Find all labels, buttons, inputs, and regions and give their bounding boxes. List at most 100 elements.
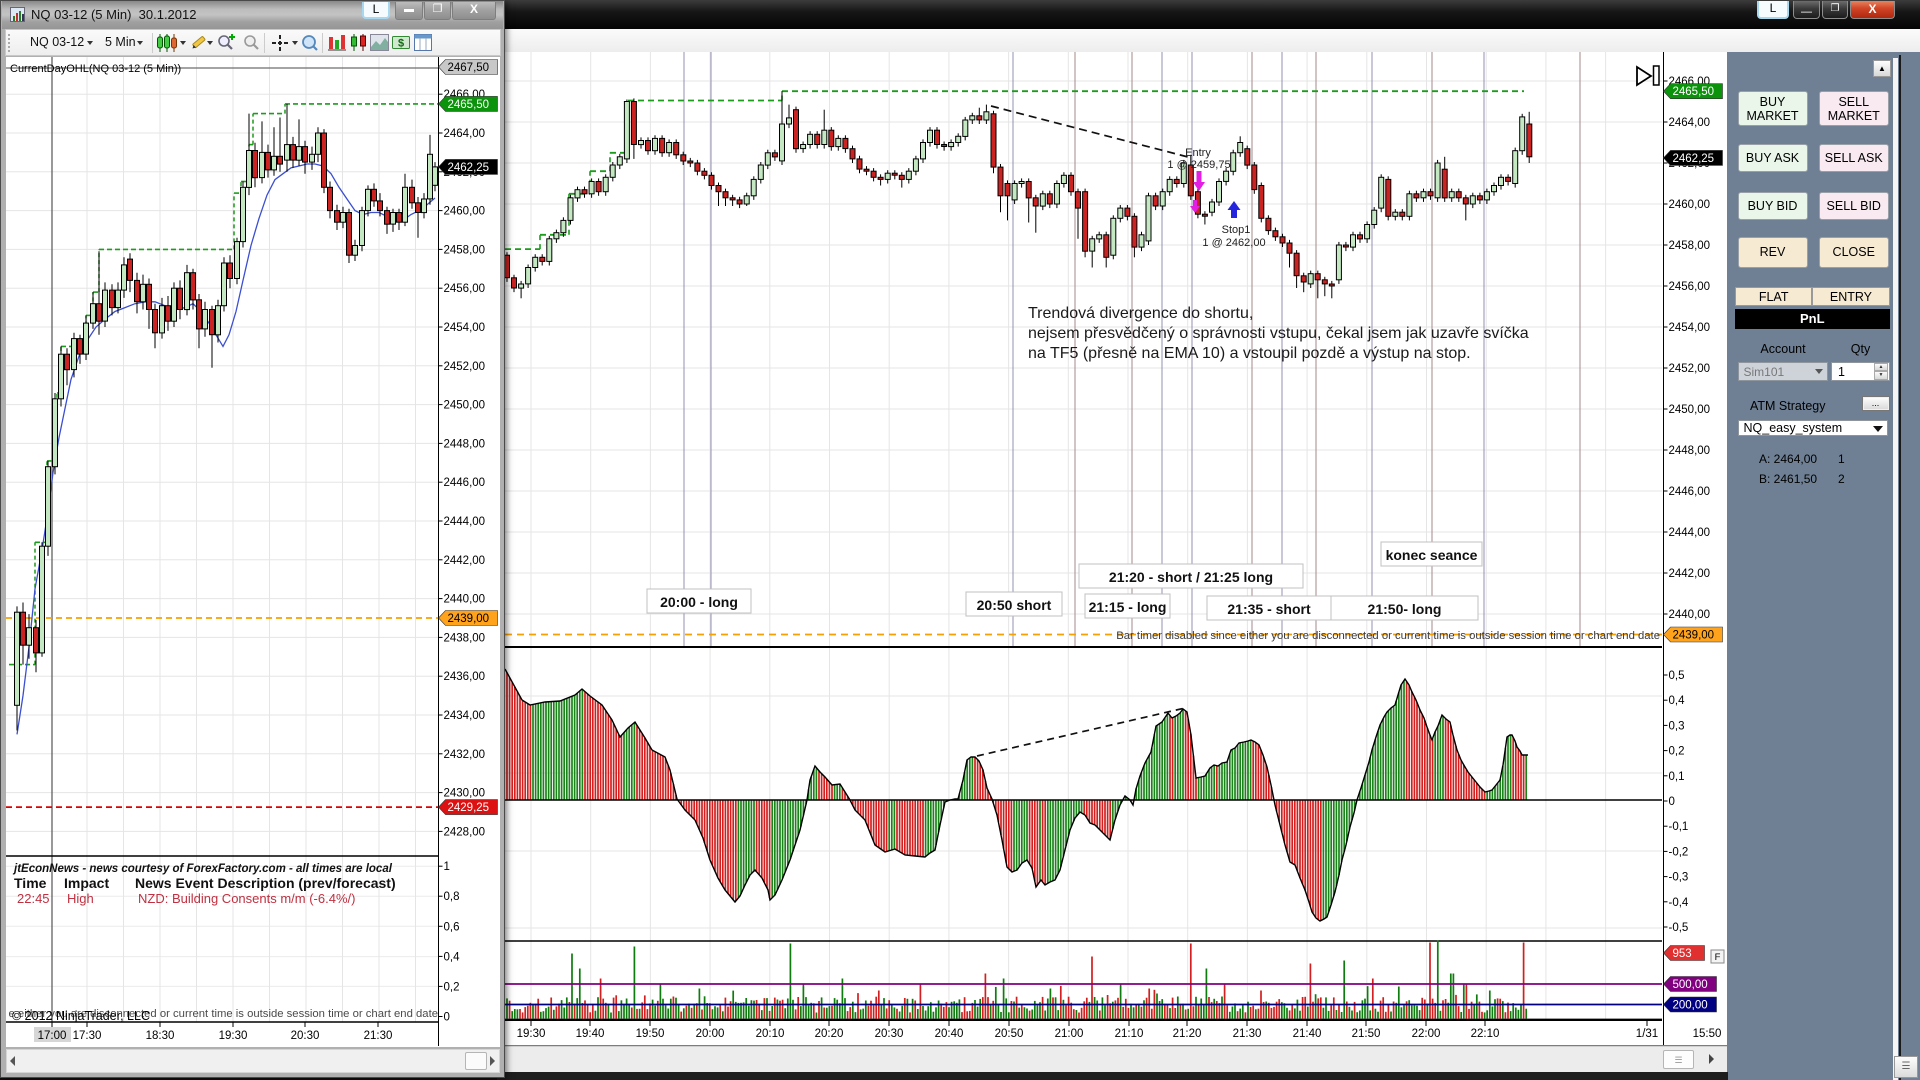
svg-text:20:20: 20:20 xyxy=(815,1028,844,1040)
svg-text:21:40: 21:40 xyxy=(1293,1028,1322,1040)
svg-text:2430,00: 2430,00 xyxy=(444,788,486,800)
svg-text:21:10: 21:10 xyxy=(1115,1028,1144,1040)
svg-text:2456,00: 2456,00 xyxy=(1669,281,1711,293)
svg-text:2462,25: 2462,25 xyxy=(448,162,490,174)
svg-text:2460,00: 2460,00 xyxy=(1669,199,1711,211)
svg-text:e either you are disconnected: e either you are disconnected or current… xyxy=(8,1008,438,1020)
svg-text:20:50 short: 20:50 short xyxy=(977,597,1052,613)
svg-text:2446,00: 2446,00 xyxy=(1669,486,1711,498)
svg-text:2448,00: 2448,00 xyxy=(444,438,486,450)
svg-text:2439,00: 2439,00 xyxy=(448,613,490,625)
svg-text:2458,00: 2458,00 xyxy=(1669,240,1711,252)
svg-text:-0,2: -0,2 xyxy=(1669,846,1689,858)
svg-text:22:00: 22:00 xyxy=(1412,1028,1441,1040)
svg-text:0,4: 0,4 xyxy=(444,951,461,963)
svg-text:2442,00: 2442,00 xyxy=(1669,568,1711,580)
svg-text:2458,00: 2458,00 xyxy=(444,244,486,256)
svg-text:21:50- long: 21:50- long xyxy=(1368,601,1442,617)
svg-text:0,4: 0,4 xyxy=(1669,695,1686,707)
svg-text:News Event Description (prev/f: News Event Description (prev/forecast) xyxy=(135,875,396,891)
svg-text:20:50: 20:50 xyxy=(995,1028,1024,1040)
svg-text:Impact: Impact xyxy=(64,875,109,891)
svg-text:2464,00: 2464,00 xyxy=(1669,117,1711,129)
svg-text:2444,00: 2444,00 xyxy=(1669,527,1711,539)
svg-text:19:50: 19:50 xyxy=(636,1028,665,1040)
svg-text:20:30: 20:30 xyxy=(875,1028,904,1040)
svg-text:21:20: 21:20 xyxy=(1173,1028,1202,1040)
svg-text:21:15 - long: 21:15 - long xyxy=(1089,599,1167,615)
svg-text:2450,00: 2450,00 xyxy=(444,400,486,412)
svg-text:Trendová divergence do shortu,: Trendová divergence do shortu, xyxy=(1028,305,1253,322)
svg-text:20:00: 20:00 xyxy=(696,1028,725,1040)
svg-text:17:30: 17:30 xyxy=(73,1030,102,1042)
svg-text:CurrentDayOHL(NQ 03-12 (5 Min): CurrentDayOHL(NQ 03-12 (5 Min)) xyxy=(10,63,181,75)
svg-text:nejsem přesvědčený o správnost: nejsem přesvědčený o správnosti vstupu, … xyxy=(1028,325,1529,342)
svg-text:953: 953 xyxy=(1673,948,1692,960)
svg-text:2444,00: 2444,00 xyxy=(444,516,486,528)
svg-text:-0,1: -0,1 xyxy=(1669,821,1689,833)
svg-text:2454,00: 2454,00 xyxy=(444,322,486,334)
svg-text:2454,00: 2454,00 xyxy=(1669,322,1711,334)
svg-text:500,00: 500,00 xyxy=(1673,979,1708,991)
svg-text:-0,5: -0,5 xyxy=(1669,922,1689,934)
svg-text:21:30: 21:30 xyxy=(364,1030,393,1042)
svg-text:2446,00: 2446,00 xyxy=(444,477,486,489)
svg-text:2436,00: 2436,00 xyxy=(444,671,486,683)
svg-text:2442,00: 2442,00 xyxy=(444,555,486,567)
svg-text:22:10: 22:10 xyxy=(1471,1028,1500,1040)
svg-text:0,2: 0,2 xyxy=(1669,746,1685,758)
svg-text:Bar timer disabled since eithe: Bar timer disabled since either you are … xyxy=(1116,630,1660,642)
svg-text:22:45: 22:45 xyxy=(17,891,50,906)
svg-text:2434,00: 2434,00 xyxy=(444,710,486,722)
svg-text:2440,00: 2440,00 xyxy=(444,594,486,606)
svg-text:20:00 - long: 20:00 - long xyxy=(660,594,738,610)
svg-text:Entry: Entry xyxy=(1185,147,1211,159)
svg-text:200,00: 200,00 xyxy=(1673,1000,1708,1012)
svg-text:0,5: 0,5 xyxy=(1669,670,1685,682)
svg-text:2452,00: 2452,00 xyxy=(1669,363,1711,375)
svg-text:na TF5 (přesně na EMA 10) a vs: na TF5 (přesně na EMA 10) a vstoupil poz… xyxy=(1028,345,1471,362)
svg-text:20:40: 20:40 xyxy=(935,1028,964,1040)
svg-text:19:30: 19:30 xyxy=(517,1028,546,1040)
svg-text:0,6: 0,6 xyxy=(444,921,460,933)
svg-text:2439,00: 2439,00 xyxy=(1673,630,1715,642)
svg-text:Stop1: Stop1 xyxy=(1222,224,1251,236)
svg-text:19:40: 19:40 xyxy=(576,1028,605,1040)
svg-text:18:30: 18:30 xyxy=(146,1030,175,1042)
svg-text:0: 0 xyxy=(1669,796,1675,808)
svg-text:1 @ 2459,75: 1 @ 2459,75 xyxy=(1167,159,1230,171)
svg-text:2452,00: 2452,00 xyxy=(444,361,486,373)
svg-text:-0,3: -0,3 xyxy=(1669,872,1689,884)
svg-text:20:30: 20:30 xyxy=(291,1030,320,1042)
svg-text:2465,50: 2465,50 xyxy=(448,99,490,111)
svg-text:21:35 - short: 21:35 - short xyxy=(1227,601,1311,617)
svg-text:2456,00: 2456,00 xyxy=(444,283,486,295)
svg-text:0,3: 0,3 xyxy=(1669,720,1685,732)
svg-text:0,8: 0,8 xyxy=(444,891,460,903)
svg-text:21:30: 21:30 xyxy=(1233,1028,1262,1040)
svg-text:Time: Time xyxy=(14,875,47,891)
svg-text:15:50: 15:50 xyxy=(1693,1028,1722,1040)
svg-text:21:20 - short / 21:25 long: 21:20 - short / 21:25 long xyxy=(1109,569,1273,585)
svg-text:0,2: 0,2 xyxy=(444,981,460,993)
svg-text:jtEconNews - news courtesy of: jtEconNews - news courtesy of ForexFacto… xyxy=(12,863,393,875)
svg-text:High: High xyxy=(67,891,94,906)
svg-text:2429,25: 2429,25 xyxy=(448,802,490,814)
svg-text:F: F xyxy=(1715,952,1721,963)
svg-text:2465,50: 2465,50 xyxy=(1673,86,1715,98)
svg-text:2432,00: 2432,00 xyxy=(444,749,486,761)
svg-text:17:00: 17:00 xyxy=(38,1030,67,1042)
svg-text:21:00: 21:00 xyxy=(1055,1028,1084,1040)
svg-text:0: 0 xyxy=(444,1012,450,1024)
svg-text:19:30: 19:30 xyxy=(219,1030,248,1042)
svg-text:21:50: 21:50 xyxy=(1352,1028,1381,1040)
svg-text:1 @ 2462,00: 1 @ 2462,00 xyxy=(1202,237,1265,249)
svg-text:2462,25: 2462,25 xyxy=(1673,153,1715,165)
svg-text:2467,50: 2467,50 xyxy=(448,62,490,74)
svg-text:konec seance: konec seance xyxy=(1386,547,1478,563)
svg-text:-0,4: -0,4 xyxy=(1669,897,1689,909)
svg-text:$: $ xyxy=(398,38,404,50)
svg-text:2448,00: 2448,00 xyxy=(1669,445,1711,457)
svg-text:NZD: Building Consents m/m (-6: NZD: Building Consents m/m (-6.4%/) xyxy=(138,891,355,906)
svg-text:20:10: 20:10 xyxy=(756,1028,785,1040)
